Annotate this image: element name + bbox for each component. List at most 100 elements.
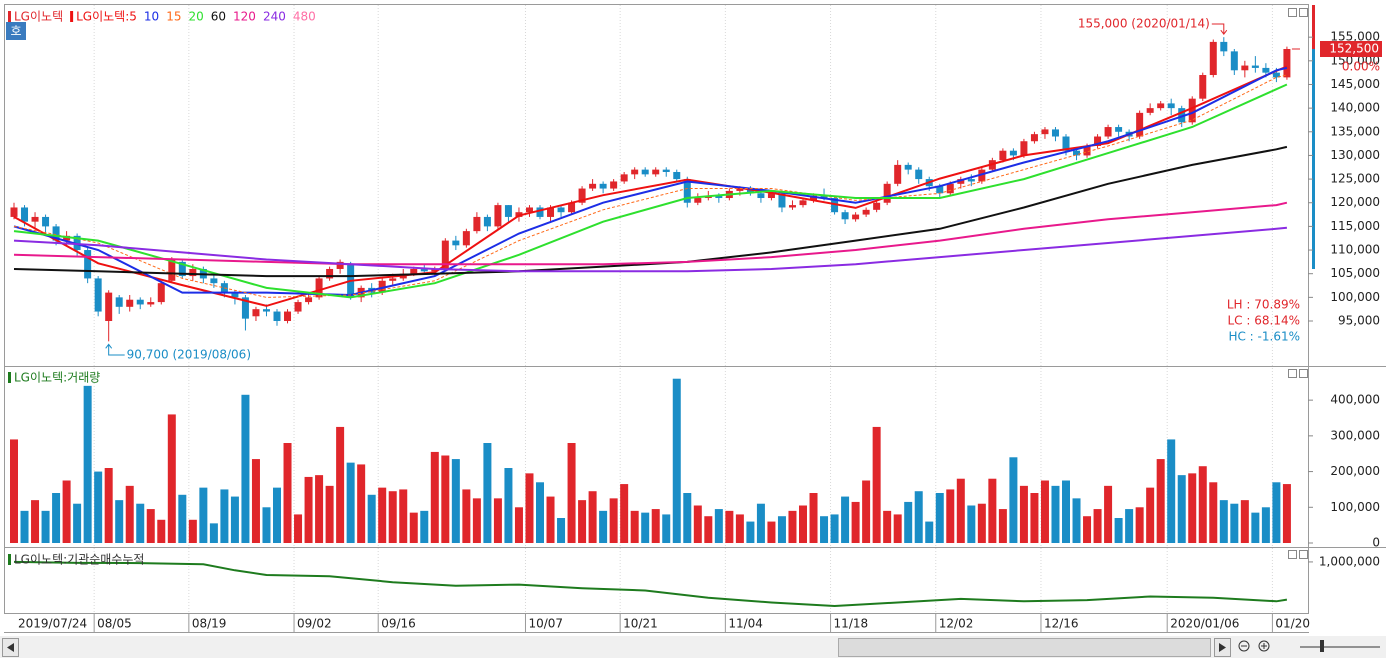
legend-label: LG이노텍:5: [76, 10, 137, 24]
candle-body: [1094, 136, 1102, 146]
candle-body: [799, 200, 807, 206]
volume-bar: [1019, 485, 1028, 543]
volume-bar: [567, 443, 576, 543]
volume-bar: [262, 507, 271, 543]
candle-body: [746, 188, 754, 194]
candle-body: [578, 188, 586, 203]
volume-bar: [914, 491, 923, 543]
volume-bar: [777, 516, 786, 543]
candle-body: [978, 169, 986, 182]
volume-bar: [641, 512, 650, 543]
scrollbar[interactable]: [0, 636, 1386, 658]
candle-body: [63, 235, 71, 241]
annotation-arrow: [1211, 23, 1228, 36]
x-tick-label: 12/16: [1044, 617, 1079, 631]
candle-body: [599, 183, 607, 189]
candle-body: [73, 235, 81, 251]
candle-body: [178, 261, 186, 277]
volume-bar: [1114, 518, 1123, 543]
volume-bar: [967, 505, 976, 543]
volume-bar: [1062, 480, 1070, 543]
badge[interactable]: [6, 22, 26, 40]
candle-body: [136, 299, 144, 305]
candle-body: [957, 179, 965, 184]
candle-body: [473, 216, 481, 232]
candle-body: [1104, 127, 1112, 137]
legend-marker: [8, 554, 11, 565]
candle-body: [673, 171, 681, 180]
moving-average-line: [13, 83, 1288, 299]
candle-body: [620, 174, 628, 182]
volume-bar: [388, 491, 397, 543]
x-tick-label: 2019/07/24: [18, 617, 87, 631]
volume-bar: [956, 478, 965, 543]
price-bar-indicator: [1312, 5, 1315, 49]
volume-bar: [1251, 512, 1260, 543]
price-tag-label: 152,500: [1329, 41, 1379, 55]
volume-bar: [546, 496, 555, 543]
x-tick-label: 09/16: [381, 617, 416, 631]
volume-bar: [820, 516, 829, 543]
candle-body: [326, 268, 334, 279]
x-tick-label: 12/02: [939, 617, 974, 631]
candle-body: [1136, 112, 1144, 137]
y-tick-label: 400,000: [1330, 393, 1380, 407]
volume-bar: [346, 462, 355, 543]
volume-bar: [62, 480, 71, 543]
volume-bar: [1125, 509, 1134, 543]
y-tick-label: 0: [1372, 536, 1380, 550]
candle-body: [1041, 129, 1049, 135]
volume-bar: [73, 503, 82, 543]
volume-bar: [20, 510, 29, 543]
y-tick-label: 100,000: [1330, 500, 1380, 514]
x-tick-label: 11/18: [834, 617, 869, 631]
y-tick-label: 115,000: [1330, 219, 1380, 233]
candle-body: [967, 179, 975, 182]
candle-body: [1188, 98, 1196, 123]
legend-label: 15: [166, 10, 181, 24]
candle-body: [452, 240, 460, 246]
candle-body: [1009, 150, 1017, 156]
candle-body: [641, 169, 649, 175]
candle-body: [262, 309, 270, 312]
candle-body: [610, 181, 618, 189]
volume-bar: [157, 519, 166, 543]
volume-bar: [378, 487, 387, 543]
candle-body: [810, 195, 818, 201]
y-tick-label: 145,000: [1330, 77, 1380, 91]
volume-bar: [1219, 500, 1228, 543]
panel-title: LG이노텍:기관순매수누적: [14, 553, 144, 567]
candle-body: [494, 205, 502, 227]
volume-bar: [588, 491, 597, 543]
candle-body: [1220, 41, 1228, 52]
candle-body: [94, 278, 102, 312]
volume-bar: [125, 485, 134, 543]
candle-body: [736, 188, 744, 191]
candle-body: [1062, 136, 1070, 151]
volume-bar: [1135, 507, 1144, 543]
candle-body: [873, 202, 881, 210]
volume-bar: [872, 426, 881, 543]
x-tick-label: 08/05: [97, 617, 132, 631]
panel-buttons[interactable]: [1288, 8, 1308, 559]
volume-bar: [451, 459, 460, 543]
volume-bar: [767, 521, 776, 543]
volume-bar: [52, 493, 61, 543]
x-tick-label: 10/21: [623, 617, 658, 631]
candle-body: [694, 198, 702, 203]
candle-body: [441, 240, 449, 269]
stat-text: LC : 68.14%: [1228, 314, 1301, 328]
candle-body: [904, 164, 912, 170]
candle-body: [1251, 65, 1259, 68]
badge-text: 호: [10, 24, 21, 38]
volume-bar: [472, 498, 481, 543]
volume-bar: [651, 509, 660, 543]
candle-body: [946, 183, 954, 194]
volume-bar: [315, 475, 324, 543]
candle-body: [915, 169, 923, 180]
volume-bar: [283, 443, 292, 543]
legend-marker: [8, 11, 11, 22]
y-tick-label: 120,000: [1330, 195, 1380, 209]
